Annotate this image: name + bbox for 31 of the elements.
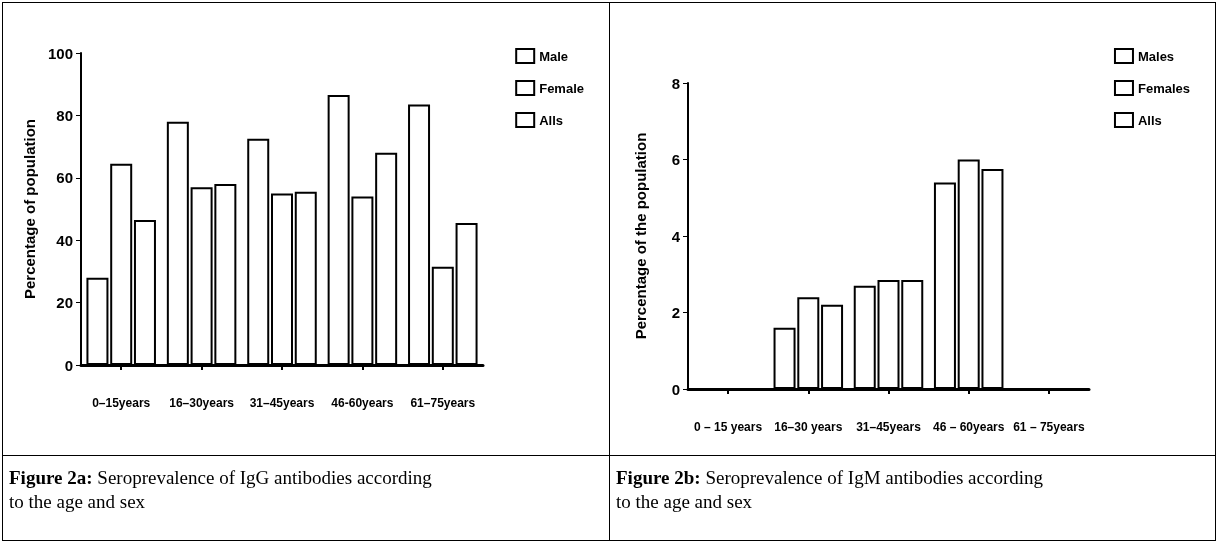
legend-label: Females [1137,80,1191,96]
y-tick-label: 20 [56,294,73,312]
caption: Figure 2b: Seroprevalence of IgM antibodies according to the age and sex [616,466,1045,514]
y-tick-label: 0 [64,356,73,374]
y-tick-label: 40 [56,231,73,249]
x-tick-label: 31–45years [249,396,315,410]
y-axis-title: Percentage of population [21,118,39,300]
y-tick-label: 0 [671,380,680,398]
y-tick-label: 100 [47,44,73,62]
x-tick-label: 46-60years [331,396,394,410]
legend-label: Males [1137,48,1175,64]
x-tick-label: 61–75years [410,396,476,410]
caption: Figure 2a: Seroprevalence of IgG antibodies according to the age and sex [9,466,433,514]
x-tick-label: 16–30years [169,396,235,410]
y-tick-label: 4 [671,227,681,245]
y-axis-title: Percentage of the population [632,132,649,340]
y-tick-label: 8 [671,74,680,92]
x-tick-label: 46 – 60years [933,420,1005,434]
legend-label: Alls [539,112,564,128]
x-tick-label: 0–15years [92,396,151,410]
x-tick-label: 31–45years [856,420,922,434]
x-tick-label: 61 – 75years [1013,420,1085,434]
y-tick-label: 6 [671,151,680,168]
y-tick-label: 80 [56,106,73,124]
legend-label: Female [539,80,585,96]
x-tick-label: 16–30 years [774,420,843,434]
x-tick-label: 0 – 15 years [694,420,763,434]
y-tick-label: 60 [56,169,73,187]
y-tick-label: 2 [671,304,680,321]
legend-label: Alls [1137,112,1162,128]
legend-label: Male [539,48,569,64]
